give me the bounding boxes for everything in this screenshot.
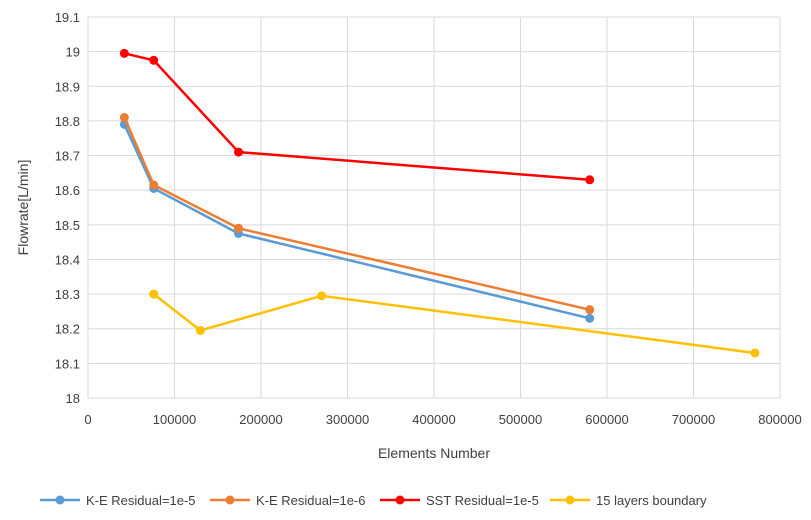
- series-layer: [119, 48, 760, 358]
- y-axis-title: Flowrate[L/min]: [15, 160, 31, 256]
- x-tick-labels: 0 100000 200000 300000 400000 500000 600000 700…: [84, 412, 801, 427]
- series-line: [124, 52, 590, 182]
- legend-label: K-E Residual=1e-5: [86, 493, 195, 508]
- x-tick-label: 300000: [326, 412, 369, 427]
- y-tick-label: 18.6: [55, 183, 80, 198]
- legend-swatch-marker: [395, 495, 405, 505]
- series-line: [123, 123, 590, 320]
- x-tick-label: 600000: [585, 412, 628, 427]
- data-point: [149, 180, 159, 190]
- data-point: [119, 112, 129, 122]
- legend-swatch-marker: [55, 495, 65, 505]
- y-tick-label: 19.1: [55, 10, 80, 25]
- y-tick-label: 18.1: [55, 356, 80, 371]
- data-point: [585, 305, 595, 315]
- legend-swatch-marker: [565, 495, 575, 505]
- legend-item: SST Residual=1e-5: [380, 493, 539, 508]
- y-tick-label: 18.3: [55, 287, 80, 302]
- y-tick-label: 18.8: [55, 114, 80, 129]
- data-point: [234, 147, 244, 157]
- series-line: [123, 116, 590, 311]
- series-2: [119, 112, 595, 315]
- x-axis-title: Elements Number: [378, 445, 490, 461]
- data-point: [149, 55, 159, 65]
- series-3: [119, 48, 595, 185]
- y-tick-label: 18.9: [55, 79, 80, 94]
- legend-item: 15 layers boundary: [550, 493, 707, 508]
- x-tick-label: 200000: [239, 412, 282, 427]
- series-1: [119, 119, 595, 323]
- data-point: [585, 313, 595, 323]
- y-tick-label: 18: [66, 391, 80, 406]
- legend-item: K-E Residual=1e-6: [210, 493, 365, 508]
- y-tick-label: 18.7: [55, 149, 80, 164]
- x-tick-label: 700000: [672, 412, 715, 427]
- legend-label: 15 layers boundary: [596, 493, 707, 508]
- legend-swatch-marker: [225, 495, 235, 505]
- data-point: [119, 48, 129, 58]
- legend-item: K-E Residual=1e-5: [40, 493, 195, 508]
- legend-label: SST Residual=1e-5: [426, 493, 539, 508]
- x-tick-label: 500000: [499, 412, 542, 427]
- x-tick-label: 100000: [153, 412, 196, 427]
- x-tick-label: 800000: [758, 412, 801, 427]
- x-tick-label: 0: [84, 412, 91, 427]
- y-tick-labels: 18 18.1 18.2 18.3 18.4 18.5 18.6 18.7 18.8 18.9 19…: [55, 10, 80, 406]
- data-point: [750, 348, 760, 358]
- data-point: [317, 291, 327, 301]
- data-point: [585, 175, 595, 185]
- y-tick-label: 18.2: [55, 322, 80, 337]
- legend: K-E Residual=1e-5 K-E Residual=1e-6 SST Re…: [40, 493, 707, 508]
- legend-label: K-E Residual=1e-6: [256, 493, 365, 508]
- y-tick-label: 18.4: [55, 252, 80, 267]
- grid-layer: [87, 16, 781, 399]
- data-point: [234, 223, 244, 233]
- y-tick-label: 19: [66, 45, 80, 60]
- series-4: [149, 289, 760, 358]
- x-tick-label: 400000: [412, 412, 455, 427]
- data-point: [195, 325, 205, 335]
- data-point: [149, 289, 159, 299]
- series-line: [152, 293, 756, 355]
- y-tick-label: 18.5: [55, 218, 80, 233]
